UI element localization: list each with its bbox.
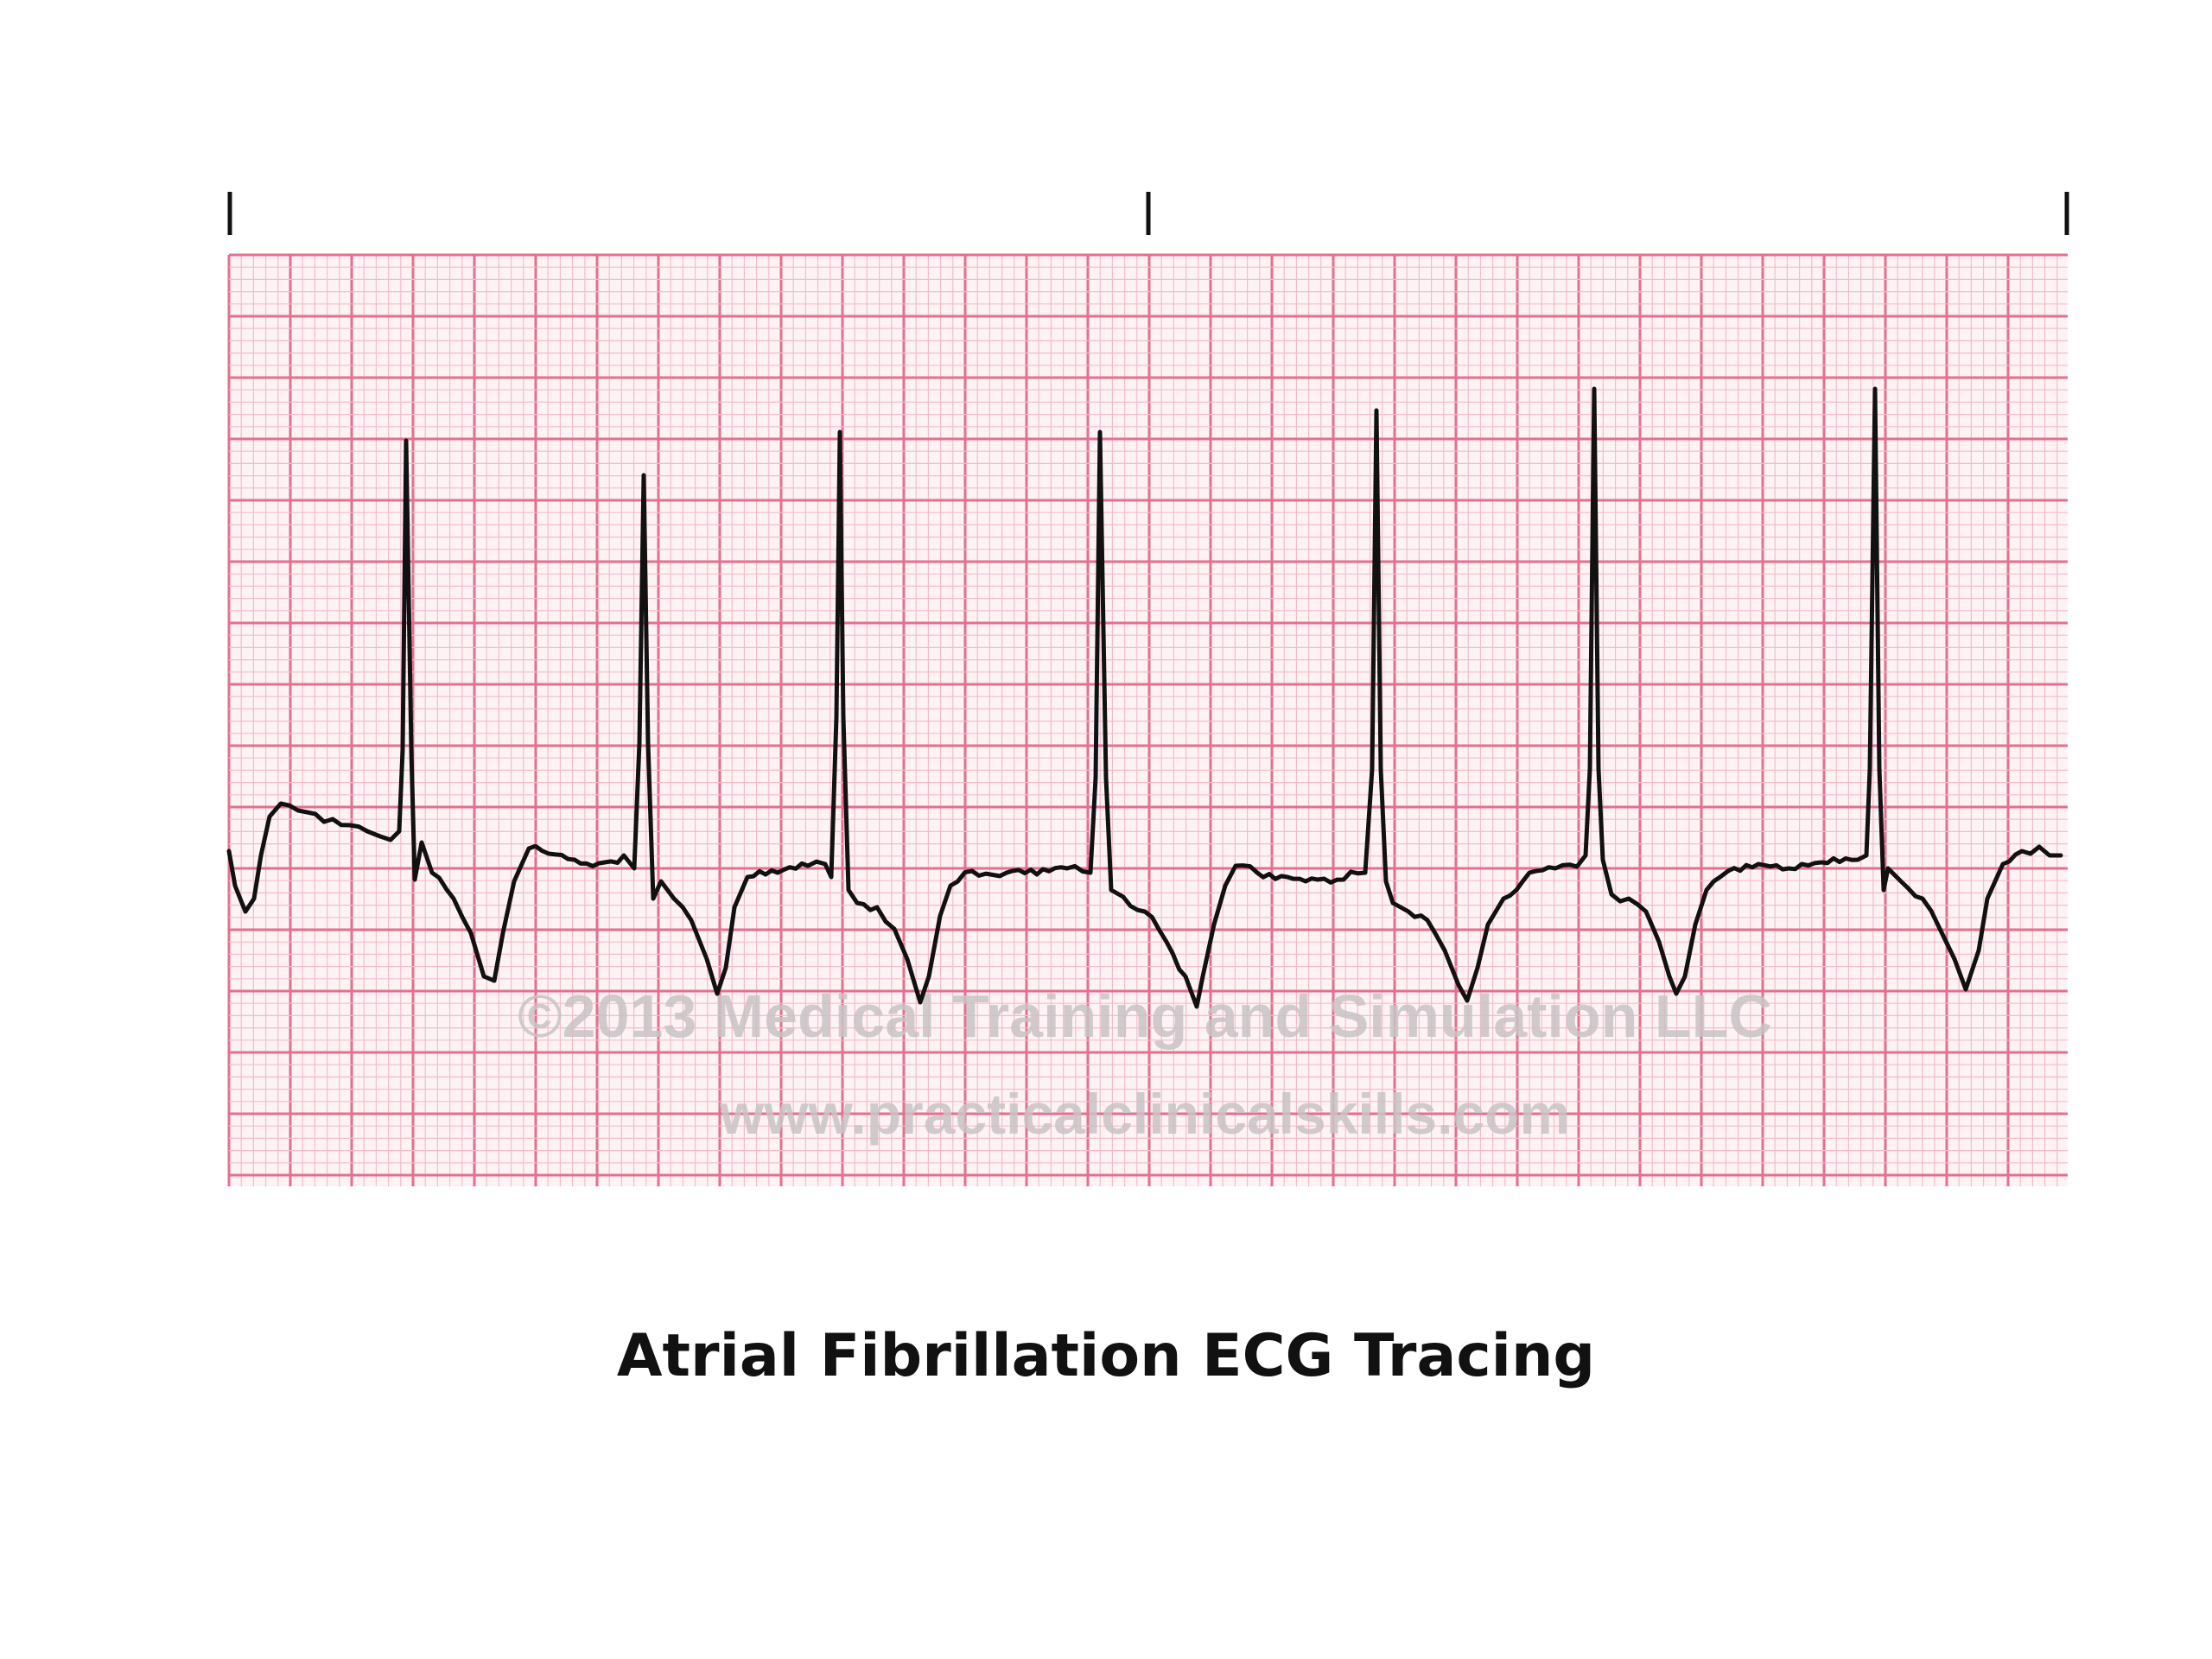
watermark-url: www.practicalclinicalskills.com	[719, 1082, 1570, 1146]
ecg-trace	[226, 386, 2063, 1009]
figure-caption: Atrial Fibrillation ECG Tracing	[616, 1322, 1596, 1390]
ecg-grid	[227, 253, 2068, 1186]
watermark: ©2013 Medical Training and Simulation LL…	[518, 982, 1772, 1146]
watermark-copyright: ©2013 Medical Training and Simulation LL…	[518, 982, 1772, 1050]
